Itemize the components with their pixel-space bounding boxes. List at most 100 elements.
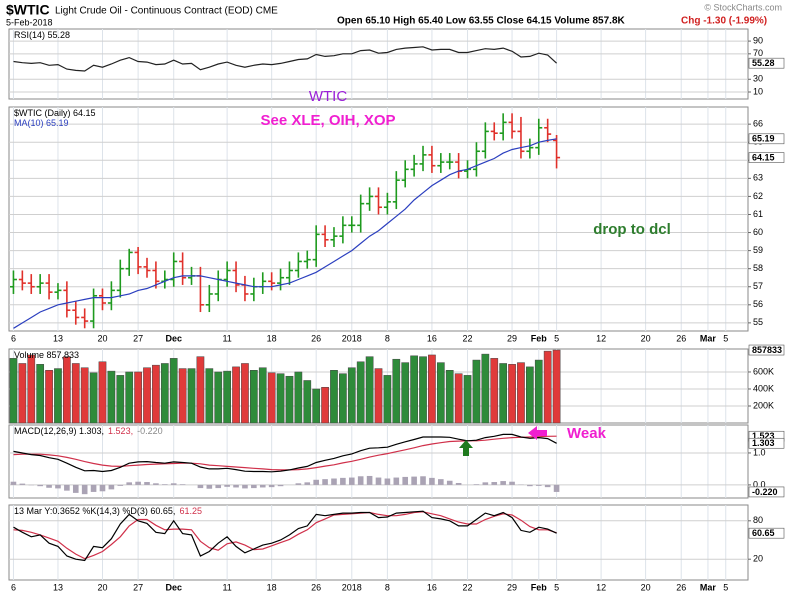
histogram-bar — [313, 479, 319, 485]
histogram-bar — [117, 484, 124, 486]
histogram-bar — [170, 483, 177, 485]
volume-bar — [169, 358, 178, 424]
x-tick-label: 22 — [463, 333, 473, 343]
volume-bar — [330, 370, 338, 424]
x-tick-label: 2018 — [342, 333, 362, 343]
y-tick-label: 200K — [753, 400, 774, 410]
series-line — [13, 138, 557, 329]
value-tag — [748, 344, 785, 356]
histogram-bar — [420, 476, 426, 485]
histogram-bar — [509, 481, 515, 485]
y-tick-label: 80 — [753, 515, 763, 525]
histogram-bar — [55, 484, 61, 489]
histogram-bar — [331, 478, 337, 485]
histogram-bar — [357, 476, 364, 485]
x-tick-label: 12 — [596, 333, 606, 343]
volume-bar — [45, 370, 53, 424]
value-tag-label: 65.19 — [752, 134, 775, 144]
y-tick-label: 59 — [753, 245, 763, 255]
instrument-name: Light Crude Oil - Continuous Contract (E… — [55, 6, 278, 17]
x-tick-label: Mar — [700, 333, 717, 343]
histogram-bar — [384, 478, 391, 485]
volume-bar — [241, 363, 249, 424]
y-tick-label: 600K — [753, 366, 774, 376]
histogram-bar — [46, 484, 52, 488]
histogram-bar — [438, 479, 444, 485]
x-tick-label: 5 — [723, 333, 728, 343]
panel-frame — [8, 424, 749, 499]
volume-bar — [543, 350, 552, 424]
symbol: $WTIC — [6, 2, 50, 18]
y-tick-label: 1.0 — [753, 447, 766, 457]
x-tick-label: 20 — [97, 582, 107, 592]
volume-bar — [214, 371, 223, 424]
legend-entry: MA(10) 65.19 — [14, 118, 69, 128]
volume-bar — [383, 375, 392, 424]
histogram-bar — [544, 484, 551, 488]
legend-entry: 13 Mar Y:0.3652 %K(14,3) %D(3) 60.65, — [14, 506, 175, 516]
volume-bar — [178, 368, 187, 424]
x-tick-label: 26 — [311, 582, 321, 592]
histogram-bar — [295, 483, 302, 485]
y-tick-label: 55 — [753, 317, 763, 327]
volume-bar — [356, 361, 365, 424]
histogram-bar — [277, 484, 284, 487]
volume-bar — [419, 356, 427, 424]
y-tick-label: 60 — [753, 227, 763, 237]
volume-bar — [401, 362, 410, 424]
histogram-bar — [215, 484, 222, 489]
y-tick-label: 57 — [753, 281, 763, 291]
volume-bar — [303, 380, 312, 424]
volume-bar — [410, 355, 418, 424]
x-tick-label: 18 — [267, 582, 277, 592]
volume-bar — [187, 368, 196, 424]
volume-bar — [71, 363, 80, 424]
x-tick-label: 8 — [385, 333, 390, 343]
histogram-bar — [304, 482, 311, 485]
x-tick-label: 20 — [641, 582, 651, 592]
volume-bar — [321, 387, 329, 424]
volume-bar — [89, 372, 98, 424]
value-tag-label: 1.303 — [752, 438, 775, 448]
x-tick-label: 12 — [596, 582, 606, 592]
volume-bar — [481, 353, 490, 424]
legend-entry: MACD(12,26,9) 1.303, — [14, 426, 104, 436]
annotation: drop to dcl — [593, 221, 671, 238]
legend: 13 Mar Y:0.3652 %K(14,3) %D(3) 60.65, 61.… — [14, 506, 202, 516]
volume-bar — [152, 364, 160, 424]
annotation: See XLE, OIH, XOP — [260, 112, 395, 129]
arrow — [528, 426, 547, 440]
y-tick-label: 62 — [753, 191, 763, 201]
value-tag — [748, 486, 785, 498]
histogram-bar — [553, 484, 560, 492]
volume-bar — [125, 371, 134, 424]
legend-entry: RSI(14) 55.28 — [14, 30, 70, 40]
histogram-bar — [491, 482, 498, 485]
y-tick-label: 30 — [753, 74, 763, 84]
panel-frame — [8, 28, 749, 100]
volume-bar — [54, 368, 62, 424]
volume-bar — [196, 356, 205, 424]
y-tick-label: 70 — [753, 48, 763, 58]
value-tag-label: 1.523 — [752, 431, 775, 441]
histogram-bar — [322, 479, 328, 485]
volume-bar — [428, 354, 436, 424]
histogram-bar — [10, 481, 17, 485]
annotation: Weak — [567, 425, 607, 442]
x-tick-label: 18 — [267, 333, 277, 343]
x-tick-label: 11 — [222, 582, 231, 592]
volume-bar — [134, 371, 142, 424]
volume-bar — [534, 359, 543, 424]
overlay: $WTIC Light Crude Oil - Continuous Contr… — [6, 2, 782, 456]
y-tick-label: 56 — [753, 299, 763, 309]
volume-bar — [205, 368, 214, 424]
histogram-bar — [429, 477, 435, 485]
series-line — [13, 510, 557, 562]
volume-bar — [454, 373, 463, 424]
volume-bar — [18, 363, 27, 424]
histogram-bar — [126, 482, 132, 485]
volume-bar — [98, 361, 107, 424]
x-tick-label: 5 — [554, 333, 559, 343]
volume-bar — [499, 363, 508, 424]
